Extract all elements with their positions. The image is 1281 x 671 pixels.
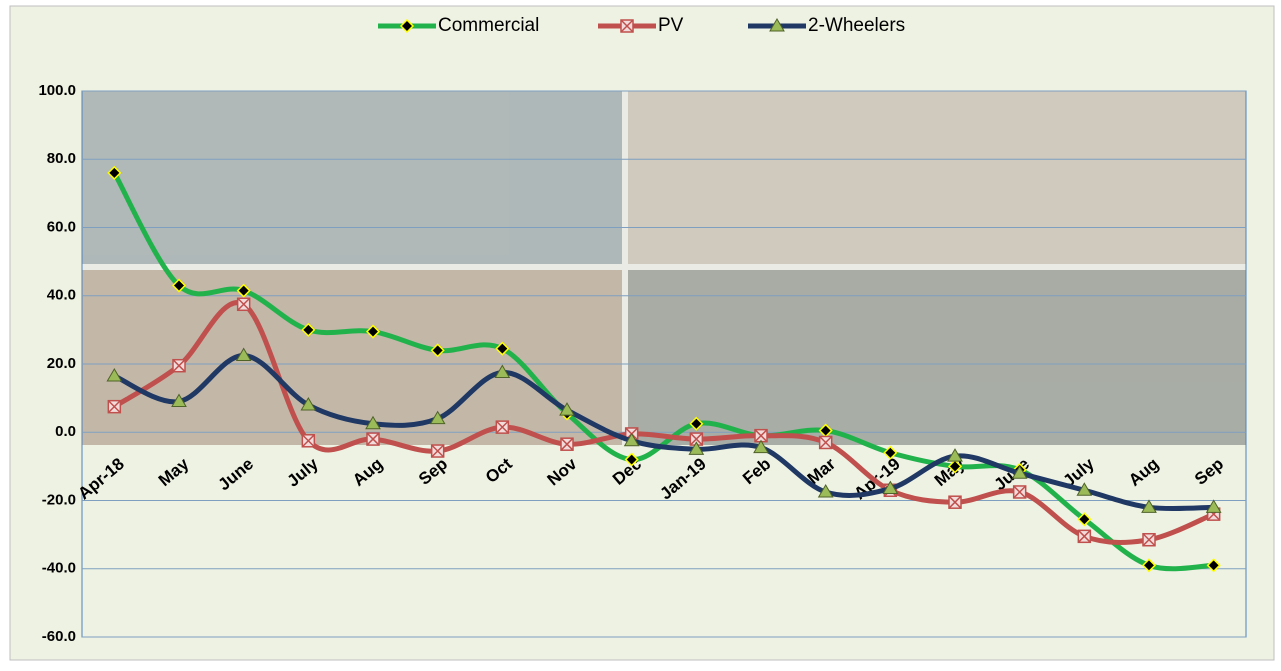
marker	[301, 322, 316, 337]
marker	[107, 165, 122, 180]
marker	[947, 459, 963, 474]
marker	[495, 341, 510, 356]
marker	[818, 435, 833, 450]
y-tick-label: -60.0	[42, 628, 76, 645]
marker-cross	[560, 437, 574, 451]
marker	[430, 343, 445, 358]
legend-label: Commercial	[438, 15, 539, 36]
marker	[948, 495, 962, 509]
y-tick-label: -40.0	[42, 560, 76, 577]
marker-cross	[620, 19, 634, 33]
marker	[882, 480, 899, 495]
background-photo	[82, 91, 1246, 445]
legend-label: PV	[658, 15, 684, 36]
marker	[495, 420, 510, 434]
marker-cross	[301, 434, 315, 448]
marker	[365, 415, 381, 430]
marker	[399, 18, 415, 34]
marker	[236, 283, 251, 298]
series	[107, 297, 1221, 547]
marker	[688, 441, 705, 455]
marker-cross	[1077, 529, 1091, 543]
marker-cross	[819, 435, 833, 450]
marker	[430, 444, 445, 458]
marker-cross	[689, 432, 703, 446]
marker	[817, 483, 834, 498]
marker	[235, 347, 252, 361]
legend-item: Commercial	[378, 15, 539, 36]
marker	[172, 358, 186, 373]
y-tick-label: 100.0	[38, 82, 76, 99]
y-tick-label: 80.0	[47, 150, 76, 167]
marker	[1077, 512, 1092, 527]
marker	[366, 432, 380, 446]
legend-label: 2-Wheelers	[808, 15, 905, 36]
marker	[947, 448, 963, 462]
marker	[620, 19, 634, 33]
y-tick-label: 0.0	[55, 423, 76, 440]
marker	[365, 324, 381, 339]
marker-cross	[431, 444, 445, 458]
marker	[1142, 532, 1156, 547]
marker	[754, 428, 768, 443]
marker	[1205, 499, 1222, 513]
marker	[560, 437, 574, 451]
marker	[753, 439, 769, 454]
marker	[1206, 558, 1221, 573]
marker-cross	[1142, 533, 1156, 547]
marker	[1076, 482, 1093, 496]
marker	[559, 402, 575, 416]
marker-cross	[237, 297, 251, 311]
marker	[1077, 529, 1092, 544]
y-tick-label: 20.0	[47, 355, 76, 372]
marker	[171, 278, 187, 293]
y-tick-label: 60.0	[47, 218, 76, 235]
legend-item: 2-Wheelers	[748, 15, 905, 36]
marker	[623, 432, 640, 447]
marker	[1141, 499, 1157, 513]
marker-cross	[366, 432, 380, 446]
marker	[301, 434, 316, 448]
marker-cross	[107, 400, 121, 414]
marker	[106, 367, 123, 382]
marker	[1012, 485, 1027, 499]
marker	[1011, 465, 1028, 479]
marker-cross	[948, 495, 962, 509]
marker	[107, 399, 122, 414]
marker	[171, 393, 187, 408]
marker-cross	[1013, 485, 1027, 499]
marker	[1141, 558, 1157, 573]
marker	[494, 364, 511, 379]
marker-cross	[495, 420, 509, 434]
marker	[624, 452, 639, 467]
legend-item: PV	[598, 15, 684, 36]
marker	[236, 297, 251, 312]
marker-cross	[754, 429, 768, 443]
marker	[429, 410, 446, 425]
marker-cross	[172, 359, 186, 373]
marker	[689, 416, 704, 431]
y-tick-label: 40.0	[47, 287, 76, 304]
series	[106, 347, 1222, 513]
marker	[883, 445, 898, 460]
y-tick-label: -20.0	[42, 491, 76, 508]
marker	[769, 18, 785, 32]
marker	[300, 396, 317, 411]
